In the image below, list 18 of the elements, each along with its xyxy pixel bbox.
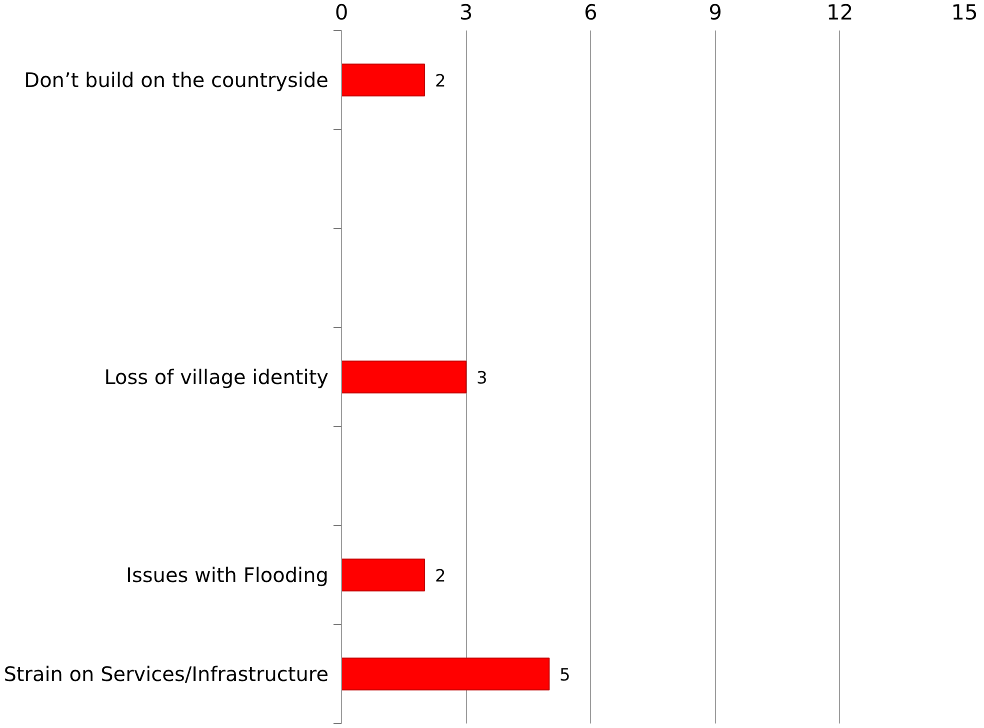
y-tick-label: Strain on Services/Infrastructure bbox=[4, 662, 329, 686]
x-tick-label: 12 bbox=[826, 0, 854, 24]
y-tick-label: Loss of village identity bbox=[104, 365, 329, 389]
x-tick-label: 15 bbox=[951, 0, 978, 24]
data-label: 5 bbox=[560, 666, 570, 686]
y-tick-label: Don’t build on the countryside bbox=[24, 68, 329, 92]
data-label: 2 bbox=[434, 72, 446, 92]
x-tick-label: 6 bbox=[584, 0, 598, 24]
y-tick-label: Issues with Flooding bbox=[126, 563, 329, 587]
bar bbox=[342, 558, 426, 592]
bar bbox=[342, 360, 467, 394]
bar bbox=[342, 658, 550, 690]
x-tick-label: 0 bbox=[334, 0, 348, 24]
data-label: 3 bbox=[476, 368, 488, 388]
data-label: 2 bbox=[434, 566, 446, 586]
bar bbox=[342, 64, 426, 96]
x-tick-label: 9 bbox=[708, 0, 722, 24]
x-tick-label: 3 bbox=[459, 0, 473, 24]
